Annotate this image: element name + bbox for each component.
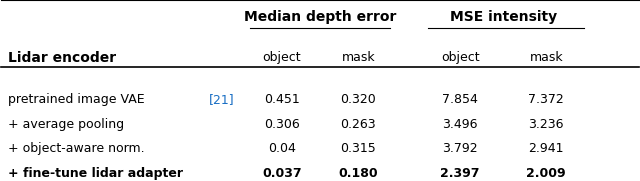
- Text: Median depth error: Median depth error: [244, 10, 396, 24]
- Text: + object-aware norm.: + object-aware norm.: [8, 142, 145, 155]
- Text: 0.451: 0.451: [264, 93, 300, 106]
- Text: 0.263: 0.263: [340, 118, 376, 131]
- Text: 0.320: 0.320: [340, 93, 376, 106]
- Text: 0.04: 0.04: [268, 142, 296, 155]
- Text: 0.306: 0.306: [264, 118, 300, 131]
- Text: 0.315: 0.315: [340, 142, 376, 155]
- Text: 0.180: 0.180: [339, 167, 378, 180]
- Text: [21]: [21]: [209, 93, 234, 106]
- Text: 2.009: 2.009: [527, 167, 566, 180]
- Text: MSE intensity: MSE intensity: [450, 10, 557, 24]
- Text: 3.496: 3.496: [442, 118, 478, 131]
- Text: + fine-tune lidar adapter: + fine-tune lidar adapter: [8, 167, 183, 180]
- Text: 7.372: 7.372: [529, 93, 564, 106]
- Text: object: object: [262, 50, 301, 64]
- Text: object: object: [441, 50, 479, 64]
- Text: 7.854: 7.854: [442, 93, 478, 106]
- Text: pretrained image VAE: pretrained image VAE: [8, 93, 148, 106]
- Text: + average pooling: + average pooling: [8, 118, 124, 131]
- Text: 3.236: 3.236: [529, 118, 564, 131]
- Text: 0.037: 0.037: [262, 167, 301, 180]
- Text: 3.792: 3.792: [442, 142, 478, 155]
- Text: 2.941: 2.941: [529, 142, 564, 155]
- Text: Lidar encoder: Lidar encoder: [8, 50, 116, 65]
- Text: mask: mask: [529, 50, 563, 64]
- Text: 2.397: 2.397: [440, 167, 480, 180]
- Text: mask: mask: [341, 50, 375, 64]
